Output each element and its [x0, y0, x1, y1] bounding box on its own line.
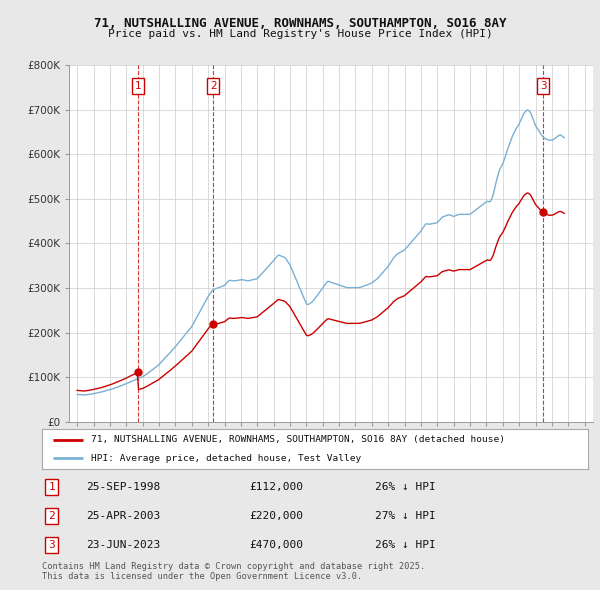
Text: 1: 1: [135, 81, 142, 91]
Text: 1: 1: [49, 483, 55, 492]
Text: 26% ↓ HPI: 26% ↓ HPI: [375, 540, 436, 550]
Text: 25-SEP-1998: 25-SEP-1998: [86, 483, 160, 492]
Text: 71, NUTSHALLING AVENUE, ROWNHAMS, SOUTHAMPTON, SO16 8AY (detached house): 71, NUTSHALLING AVENUE, ROWNHAMS, SOUTHA…: [91, 435, 505, 444]
Text: Contains HM Land Registry data © Crown copyright and database right 2025.
This d: Contains HM Land Registry data © Crown c…: [42, 562, 425, 581]
Text: 3: 3: [540, 81, 547, 91]
Text: £220,000: £220,000: [250, 512, 304, 521]
Text: 2: 2: [49, 512, 55, 521]
Text: 26% ↓ HPI: 26% ↓ HPI: [375, 483, 436, 492]
Text: Price paid vs. HM Land Registry's House Price Index (HPI): Price paid vs. HM Land Registry's House …: [107, 29, 493, 39]
Text: HPI: Average price, detached house, Test Valley: HPI: Average price, detached house, Test…: [91, 454, 361, 463]
Text: 71, NUTSHALLING AVENUE, ROWNHAMS, SOUTHAMPTON, SO16 8AY: 71, NUTSHALLING AVENUE, ROWNHAMS, SOUTHA…: [94, 17, 506, 30]
Text: 3: 3: [49, 540, 55, 550]
Text: £112,000: £112,000: [250, 483, 304, 492]
Text: 27% ↓ HPI: 27% ↓ HPI: [375, 512, 436, 521]
Text: £470,000: £470,000: [250, 540, 304, 550]
Text: 25-APR-2003: 25-APR-2003: [86, 512, 160, 521]
Text: 2: 2: [210, 81, 217, 91]
Text: 23-JUN-2023: 23-JUN-2023: [86, 540, 160, 550]
